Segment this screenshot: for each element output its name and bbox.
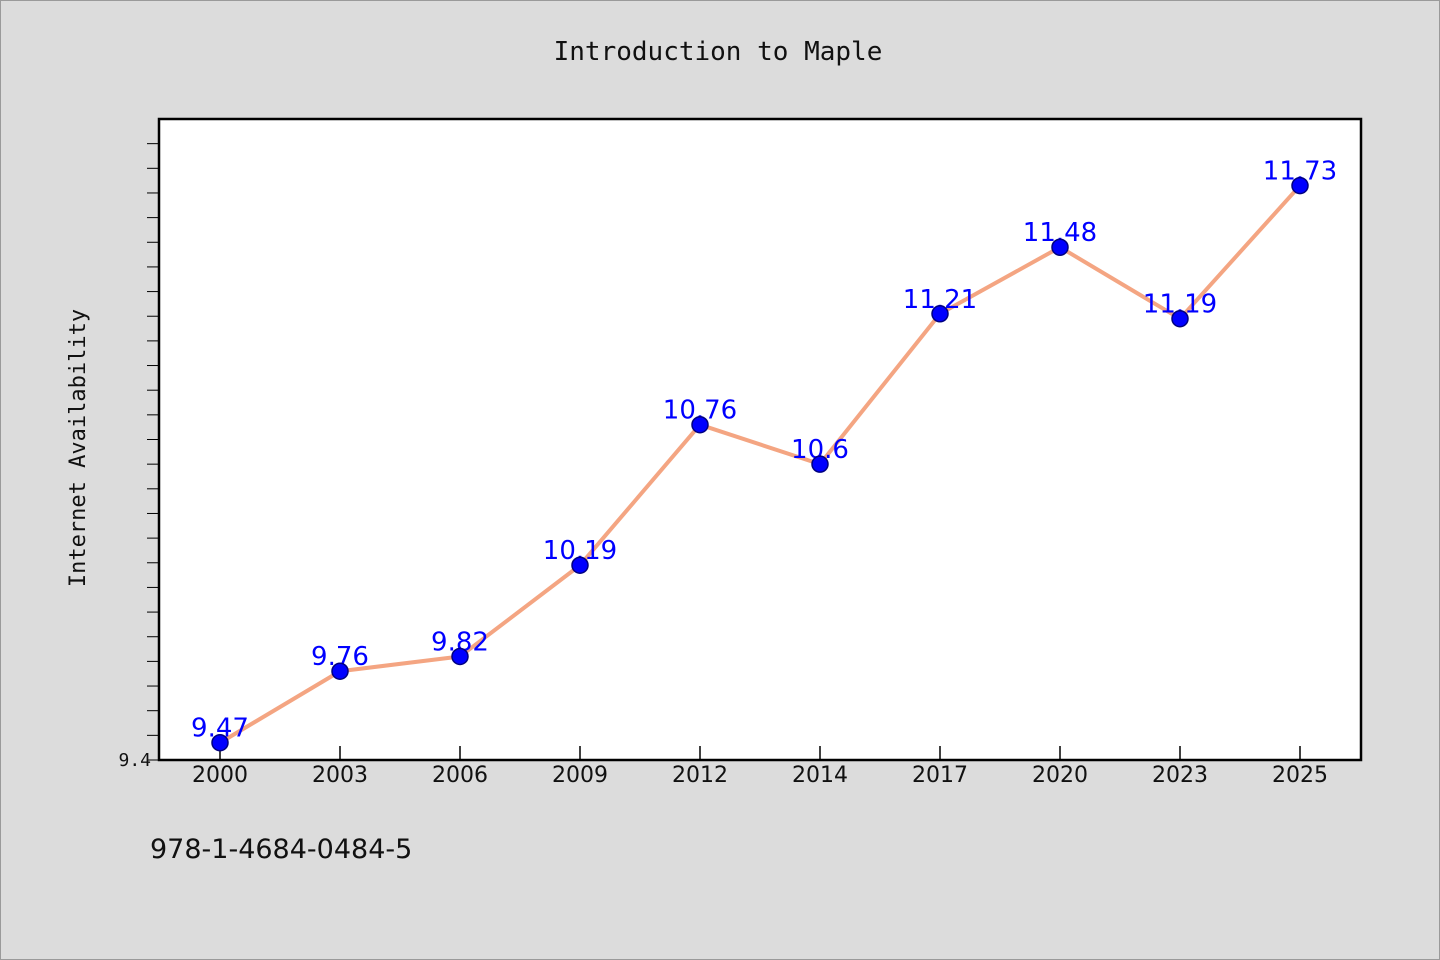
x-tick-label: 2009: [552, 763, 608, 788]
data-point: [571, 556, 589, 574]
data-point: [1171, 309, 1189, 328]
series-line: [218, 184, 1302, 745]
x-axis-ticks: 2000 2003 2006 2009 2012 2014 2017 2020 2023 2025: [192, 746, 1328, 788]
x-tick-label: 2000: [192, 763, 248, 788]
x-tick-label: 2014: [792, 763, 848, 788]
y-tick-label: 9.4: [118, 750, 151, 771]
x-tick-label: 2006: [432, 763, 488, 788]
y-axis-label: Internet Availability: [66, 309, 91, 587]
chart-title: Introduction to Maple: [554, 37, 883, 67]
data-point: [331, 662, 349, 680]
data-point: [211, 733, 229, 752]
x-tick-label: 2025: [1272, 763, 1328, 788]
x-tick-label: 2020: [1032, 763, 1088, 788]
data-point: [1051, 238, 1069, 256]
x-tick-label: 2003: [312, 763, 368, 788]
y-axis-ticks: 9.4: [118, 143, 159, 771]
data-point: [931, 305, 949, 323]
data-point: [451, 647, 469, 666]
x-tick-label: 2012: [672, 763, 728, 788]
series-markers: [211, 176, 1309, 752]
x-tick-label: 2023: [1152, 763, 1208, 788]
x-tick-label: 2017: [912, 763, 968, 788]
data-point: [1291, 176, 1309, 195]
isbn-footer: 978-1-4684-0484-5: [150, 834, 413, 865]
data-point: [811, 455, 829, 473]
data-point: [691, 415, 709, 434]
plot-area: [157, 117, 1363, 762]
